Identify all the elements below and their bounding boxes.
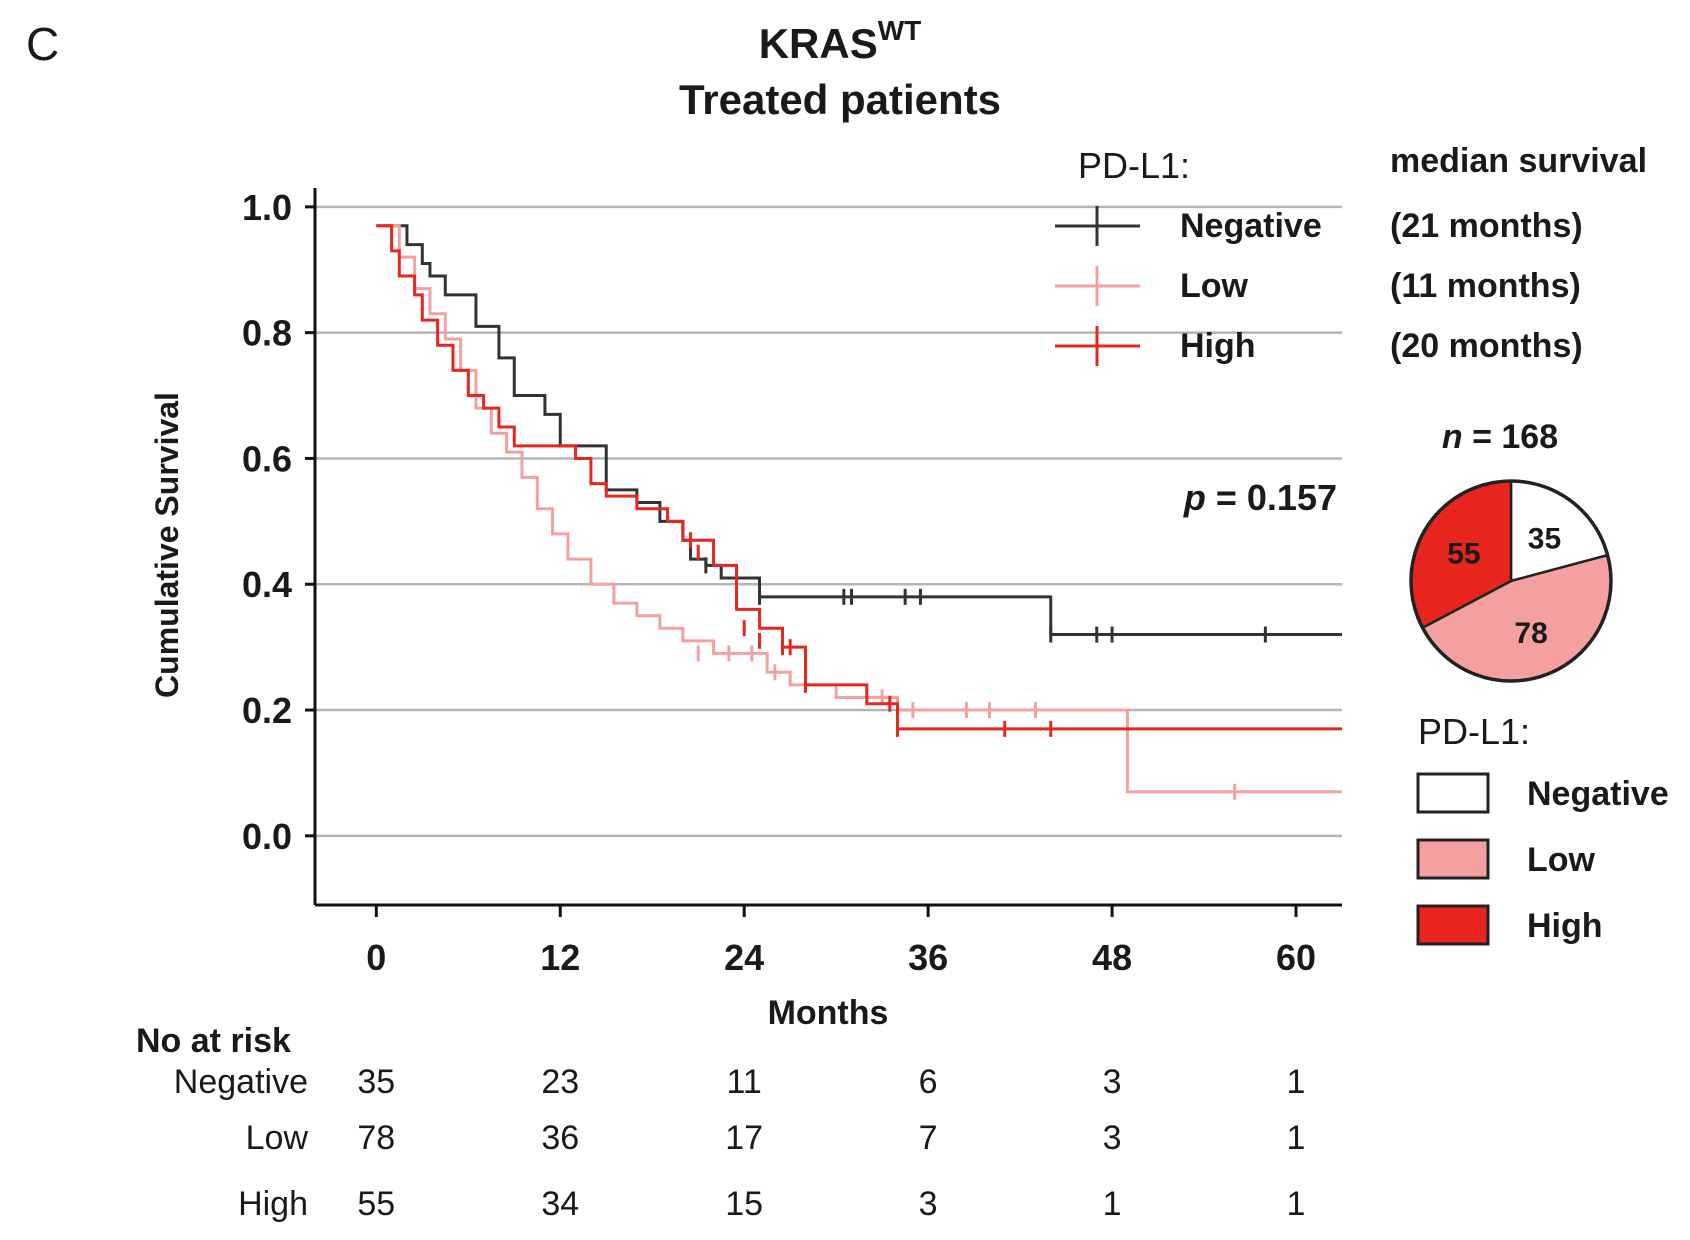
legend-title: PD-L1: — [1078, 145, 1190, 186]
risk-cell: 1 — [1287, 1185, 1306, 1223]
plot-area: 0.0 0.2 0.4 0.6 0.8 1.0 0 12 24 36 48 60 — [242, 187, 1342, 978]
median-header: median survival — [1390, 142, 1647, 180]
n-text: = 168 — [1463, 418, 1558, 456]
grid-lines — [315, 205, 1342, 838]
risk-cell: 23 — [541, 1063, 579, 1101]
legend-item-negative: Negative (21 months) — [1055, 206, 1583, 246]
legend-item-high: High (20 months) — [1055, 326, 1583, 366]
pie-slice-label: 35 — [1528, 522, 1561, 555]
risk-row-label: High — [238, 1185, 308, 1223]
pie-legend-label: Low — [1527, 841, 1596, 879]
risk-cell: 3 — [1103, 1119, 1122, 1157]
x-tick-label: 0 — [366, 937, 386, 978]
x-tick-label: 48 — [1092, 937, 1132, 978]
y-tick-label: 0.2 — [242, 690, 292, 731]
legend-label: Negative — [1180, 207, 1322, 245]
risk-cell: 17 — [725, 1119, 763, 1157]
risk-row-high: High 55 34 15 3 1 1 — [238, 1185, 1305, 1223]
risk-cell: 55 — [357, 1185, 395, 1223]
y-axis-label: Cumulative Survival — [149, 392, 185, 698]
n-symbol: n — [1442, 418, 1463, 456]
pie-outline — [1409, 479, 1613, 683]
x-tick-label: 12 — [540, 937, 580, 978]
legend-label: High — [1180, 327, 1256, 365]
risk-row-negative: Negative 35 23 11 6 3 1 — [174, 1063, 1306, 1101]
y-axis-ticks: 0.0 0.2 0.4 0.6 0.8 1.0 — [242, 187, 315, 857]
pie-legend: Negative Low High — [1416, 772, 1669, 946]
legend-median: (21 months) — [1390, 207, 1583, 245]
p-value: p = 0.157 — [1183, 477, 1337, 518]
y-tick-label: 0.8 — [242, 313, 292, 354]
pie-legend-swatch — [1416, 772, 1490, 814]
risk-cell: 1 — [1287, 1119, 1306, 1157]
chart-subtitle: Treated patients — [679, 76, 1001, 123]
risk-row-label: Negative — [174, 1063, 308, 1101]
legend-label: Low — [1180, 267, 1249, 305]
pie-legend-item-negative: Negative — [1416, 772, 1669, 814]
risk-cell: 3 — [919, 1185, 938, 1223]
pie-legend-label: High — [1527, 907, 1603, 945]
risk-cell: 1 — [1103, 1185, 1122, 1223]
risk-cell: 36 — [541, 1119, 579, 1157]
title-main: KRAS — [759, 20, 878, 67]
y-tick-label: 0.4 — [242, 564, 292, 605]
pie-n-label: n = 168 — [1442, 418, 1558, 456]
curve-legend: PD-L1: median survival Negative (21 month… — [1055, 142, 1647, 366]
pie-legend-item-high: High — [1416, 904, 1603, 946]
legend-item-low: Low (11 months) — [1055, 266, 1581, 306]
pie-legend-swatch — [1416, 904, 1490, 946]
x-axis-label: Months — [768, 994, 889, 1032]
risk-cell: 35 — [357, 1063, 395, 1101]
survival-curve-low — [376, 224, 1342, 794]
pie-legend-swatch — [1416, 838, 1490, 880]
y-tick-label: 0.6 — [242, 438, 292, 479]
pie-chart: 35 78 55 — [1409, 479, 1613, 683]
x-tick-label: 24 — [724, 937, 764, 978]
p-text: = 0.157 — [1206, 477, 1337, 518]
pie-slice-label: 55 — [1447, 538, 1480, 571]
pie-legend-label: Negative — [1527, 775, 1669, 813]
risk-row-low: Low 78 36 17 7 3 1 — [246, 1119, 1306, 1157]
risk-table-header: No at risk — [136, 1022, 291, 1060]
legend-median: (20 months) — [1390, 327, 1583, 365]
series-high — [376, 224, 1342, 737]
x-tick-label: 36 — [908, 937, 948, 978]
survival-curve-high — [376, 224, 1342, 731]
x-axis-ticks: 0 12 24 36 48 60 — [366, 905, 1316, 978]
risk-cell: 6 — [919, 1063, 938, 1101]
y-tick-label: 1.0 — [242, 187, 292, 228]
y-tick-label: 0.0 — [242, 816, 292, 857]
p-symbol: p — [1183, 477, 1206, 518]
x-tick-label: 60 — [1276, 937, 1316, 978]
risk-cell: 34 — [541, 1185, 579, 1223]
risk-cell: 3 — [1103, 1063, 1122, 1101]
risk-cell: 11 — [727, 1063, 762, 1101]
title-superscript: WT — [878, 15, 922, 46]
risk-cell: 7 — [919, 1119, 938, 1157]
pie-legend-title: PD-L1: — [1418, 711, 1530, 752]
risk-row-label: Low — [246, 1119, 309, 1157]
risk-cell: 78 — [357, 1119, 395, 1157]
risk-cell: 15 — [725, 1185, 763, 1223]
survival-curves — [376, 224, 1342, 800]
legend-median: (11 months) — [1390, 267, 1581, 305]
panel-label: C — [26, 18, 59, 70]
pie-legend-item-low: Low — [1416, 838, 1596, 880]
risk-cell: 1 — [1287, 1063, 1306, 1101]
pie-slice-label: 78 — [1514, 617, 1547, 650]
chart-title: KRASWT — [759, 15, 922, 67]
